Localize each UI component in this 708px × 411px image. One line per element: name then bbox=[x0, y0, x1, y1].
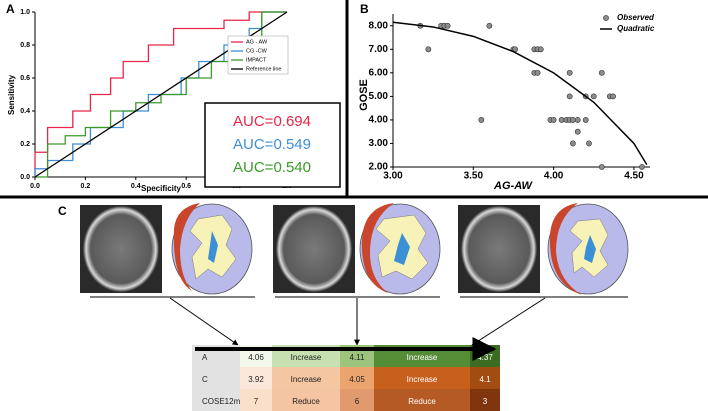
y-tick-label: 5.00 bbox=[369, 91, 389, 102]
table-text: Increase bbox=[291, 375, 322, 384]
y-tick-label: 4.00 bbox=[369, 115, 389, 126]
auc-label: AUC=0.549 bbox=[233, 136, 311, 153]
point bbox=[598, 69, 605, 76]
y-tick-label: 3.00 bbox=[369, 138, 389, 149]
x-tick-label: 4.50 bbox=[624, 171, 644, 182]
point bbox=[574, 128, 581, 135]
y-tick-label: 7.00 bbox=[369, 44, 389, 55]
table-cell bbox=[470, 367, 500, 389]
point bbox=[590, 93, 597, 100]
point bbox=[639, 164, 645, 170]
x-axis-label: Specificity bbox=[141, 184, 182, 193]
x-tick-label: 0.4 bbox=[131, 183, 141, 190]
table: A 4.06 Increase 4.11 Increase 4.37 C 3.92 Increa… bbox=[192, 345, 500, 411]
table-text: 4.1 bbox=[479, 375, 491, 384]
table-text: 3.92 bbox=[248, 375, 264, 384]
y-tick-label: 0.6 bbox=[20, 75, 30, 82]
point bbox=[570, 117, 576, 123]
legend-label: CG -CW bbox=[246, 48, 268, 54]
y-axis-label: GOSE bbox=[358, 79, 370, 111]
point bbox=[444, 22, 451, 29]
table-cell bbox=[272, 367, 340, 389]
legend-label: Reference line bbox=[246, 66, 281, 72]
table-text: COSE12m bbox=[202, 397, 241, 406]
x-tick-label: 0.6 bbox=[181, 183, 191, 190]
table-text: C bbox=[202, 375, 208, 384]
table-cell bbox=[240, 389, 272, 411]
point bbox=[598, 164, 605, 170]
y-tick-label: 8.00 bbox=[369, 20, 389, 31]
point bbox=[570, 140, 576, 147]
point bbox=[425, 46, 432, 53]
table-text: 4.05 bbox=[349, 375, 365, 384]
point bbox=[566, 69, 573, 76]
table-text: Increase bbox=[291, 353, 322, 362]
table-text: 4.37 bbox=[477, 353, 493, 362]
table-text: Reduce bbox=[292, 397, 320, 406]
table-text: 4.11 bbox=[350, 353, 366, 362]
annotation-box bbox=[204, 102, 341, 188]
table-cell bbox=[374, 389, 470, 411]
table-cell bbox=[340, 367, 374, 389]
point bbox=[534, 69, 541, 76]
panel-label: C bbox=[58, 204, 67, 218]
brain-images bbox=[80, 203, 629, 346]
panel-label: A bbox=[6, 2, 15, 16]
x-tick-label: 3.00 bbox=[383, 171, 403, 182]
table-cell bbox=[340, 389, 374, 411]
y-tick-label: 0.4 bbox=[20, 108, 30, 115]
series-line bbox=[34, 11, 287, 177]
y-tick-label: 1.0 bbox=[20, 9, 30, 16]
point bbox=[486, 22, 493, 29]
y-tick-label: 0.0 bbox=[20, 174, 30, 181]
table-text: 7 bbox=[254, 397, 259, 406]
x-tick-label: 4.00 bbox=[544, 171, 564, 182]
x-tick-label: 3.50 bbox=[464, 171, 484, 182]
legend-label: Quadratic bbox=[617, 24, 655, 33]
table-text: Increase bbox=[407, 375, 438, 384]
x-axis-label: AG-AW bbox=[493, 180, 534, 192]
y-tick-label: 2.00 bbox=[369, 162, 389, 173]
legend-swatch bbox=[603, 15, 609, 21]
y-tick-label: 6.00 bbox=[369, 67, 389, 78]
table-text: 6 bbox=[355, 397, 360, 406]
point bbox=[558, 117, 565, 123]
point bbox=[566, 93, 573, 100]
table-cell bbox=[470, 389, 500, 411]
series-line bbox=[392, 21, 648, 166]
point bbox=[478, 117, 485, 123]
table-text: 3 bbox=[483, 397, 488, 406]
point bbox=[610, 93, 616, 100]
point bbox=[574, 117, 581, 123]
legend-label: Observed bbox=[617, 13, 655, 22]
table-cell bbox=[272, 389, 340, 411]
y-tick-label: 0.2 bbox=[20, 141, 30, 148]
panel-label: B bbox=[360, 2, 369, 16]
point bbox=[550, 117, 557, 123]
table-cell bbox=[240, 367, 272, 389]
x-tick-label: 0.0 bbox=[30, 183, 40, 190]
table-text: A bbox=[202, 353, 208, 362]
table-cell bbox=[192, 367, 240, 389]
auc-label: AUC=0.540 bbox=[233, 159, 311, 176]
y-tick-label: 0.8 bbox=[20, 42, 30, 49]
table-cell bbox=[374, 367, 470, 389]
point bbox=[586, 140, 592, 147]
point bbox=[537, 46, 544, 53]
table-cell bbox=[192, 389, 240, 411]
table-text: Increase bbox=[407, 353, 438, 362]
legend-label: AG - AW bbox=[246, 39, 268, 45]
x-tick-label: 0.2 bbox=[81, 183, 91, 190]
legend-label: IMPACT bbox=[246, 57, 267, 63]
table-text: Reduce bbox=[408, 397, 436, 406]
y-axis-label: Sensitivity bbox=[7, 74, 16, 115]
table-text: 4.06 bbox=[248, 353, 264, 362]
auc-label: AUC=0.694 bbox=[233, 113, 311, 130]
point bbox=[582, 117, 589, 123]
